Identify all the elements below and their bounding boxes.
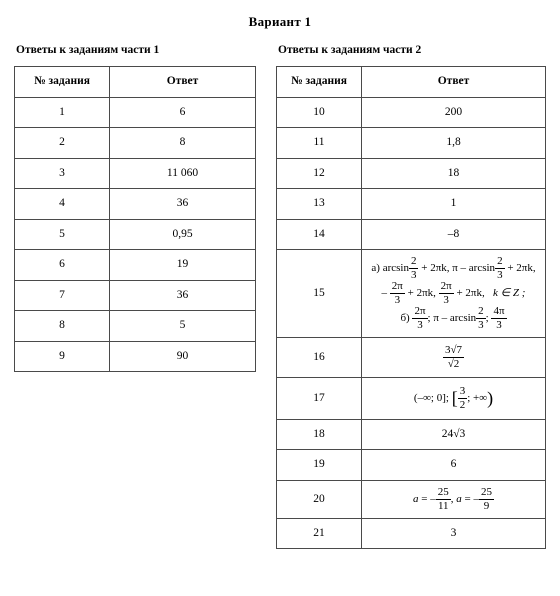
task-answer: 8 [110, 128, 256, 159]
table-row: 1824√3 [277, 419, 546, 450]
task-answer: 200 [362, 97, 546, 128]
table-row: 1218 [277, 158, 546, 189]
task-number: 21 [277, 518, 362, 549]
task-number: 7 [15, 280, 110, 311]
task-answer: 0,95 [110, 219, 256, 250]
task-number: 11 [277, 128, 362, 159]
task-number: 15 [277, 250, 362, 338]
task-answer: 24√3 [362, 419, 546, 450]
task-answer: 5 [110, 311, 256, 342]
task-number: 5 [15, 219, 110, 250]
task-answer: 36 [110, 189, 256, 220]
task-number: 18 [277, 419, 362, 450]
table-row: 619 [15, 250, 256, 281]
task-number: 1 [15, 97, 110, 128]
table-row: 20a = –2511, a = –259 [277, 480, 546, 518]
right-col-header-n: № задания [277, 67, 362, 98]
left-col-header-n: № задания [15, 67, 110, 98]
left-column: Ответы к заданиям части 1 № задания Отве… [14, 44, 256, 372]
left-col-header-a: Ответ [110, 67, 256, 98]
task-number: 12 [277, 158, 362, 189]
left-caption: Ответы к заданиям части 1 [16, 44, 256, 56]
task-answer: (–∞; 0]; [32; +∞) [362, 378, 546, 420]
task-answer: 90 [110, 341, 256, 372]
table-row: 436 [15, 189, 256, 220]
task-answer: 6 [362, 450, 546, 481]
left-table: № задания Ответ 1628311 06043650,9561973… [14, 66, 256, 372]
task-answer: 1 [362, 189, 546, 220]
table-row: 17(–∞; 0]; [32; +∞) [277, 378, 546, 420]
task-answer: а) arcsin23 + 2πk, π – arcsin23 + 2πk, –… [362, 250, 546, 338]
task-number: 17 [277, 378, 362, 420]
table-row: 213 [277, 518, 546, 549]
table-row: 196 [277, 450, 546, 481]
task-answer: 11 060 [110, 158, 256, 189]
right-caption: Ответы к заданиям части 2 [278, 44, 546, 56]
task-number: 16 [277, 338, 362, 378]
right-column: Ответы к заданиям части 2 № задания Отве… [276, 44, 546, 549]
task-number: 6 [15, 250, 110, 281]
table-row: 311 060 [15, 158, 256, 189]
table-row: 736 [15, 280, 256, 311]
task-answer: 6 [110, 97, 256, 128]
task-number: 19 [277, 450, 362, 481]
table-row: 50,95 [15, 219, 256, 250]
task-number: 9 [15, 341, 110, 372]
table-row: 111,8 [277, 128, 546, 159]
task-number: 4 [15, 189, 110, 220]
task-answer: 3 [362, 518, 546, 549]
table-row: 990 [15, 341, 256, 372]
task-answer: –8 [362, 219, 546, 250]
table-row: 14–8 [277, 219, 546, 250]
table-row: 28 [15, 128, 256, 159]
task-number: 8 [15, 311, 110, 342]
task-answer: 3√7√2 [362, 338, 546, 378]
table-row: 10200 [277, 97, 546, 128]
columns-wrapper: Ответы к заданиям части 1 № задания Отве… [14, 44, 546, 549]
table-row: 131 [277, 189, 546, 220]
table-row: 85 [15, 311, 256, 342]
task-number: 2 [15, 128, 110, 159]
table-row: 15а) arcsin23 + 2πk, π – arcsin23 + 2πk,… [277, 250, 546, 338]
task-answer: 18 [362, 158, 546, 189]
task-number: 14 [277, 219, 362, 250]
task-number: 10 [277, 97, 362, 128]
task-answer: a = –2511, a = –259 [362, 480, 546, 518]
task-number: 3 [15, 158, 110, 189]
page-title: Вариант 1 [14, 14, 546, 30]
table-row: 16 [15, 97, 256, 128]
task-number: 13 [277, 189, 362, 220]
task-answer: 36 [110, 280, 256, 311]
task-answer: 19 [110, 250, 256, 281]
right-col-header-a: Ответ [362, 67, 546, 98]
task-number: 20 [277, 480, 362, 518]
right-table: № задания Ответ 10200111,8121813114–815а… [276, 66, 546, 549]
table-row: 163√7√2 [277, 338, 546, 378]
task-answer: 1,8 [362, 128, 546, 159]
